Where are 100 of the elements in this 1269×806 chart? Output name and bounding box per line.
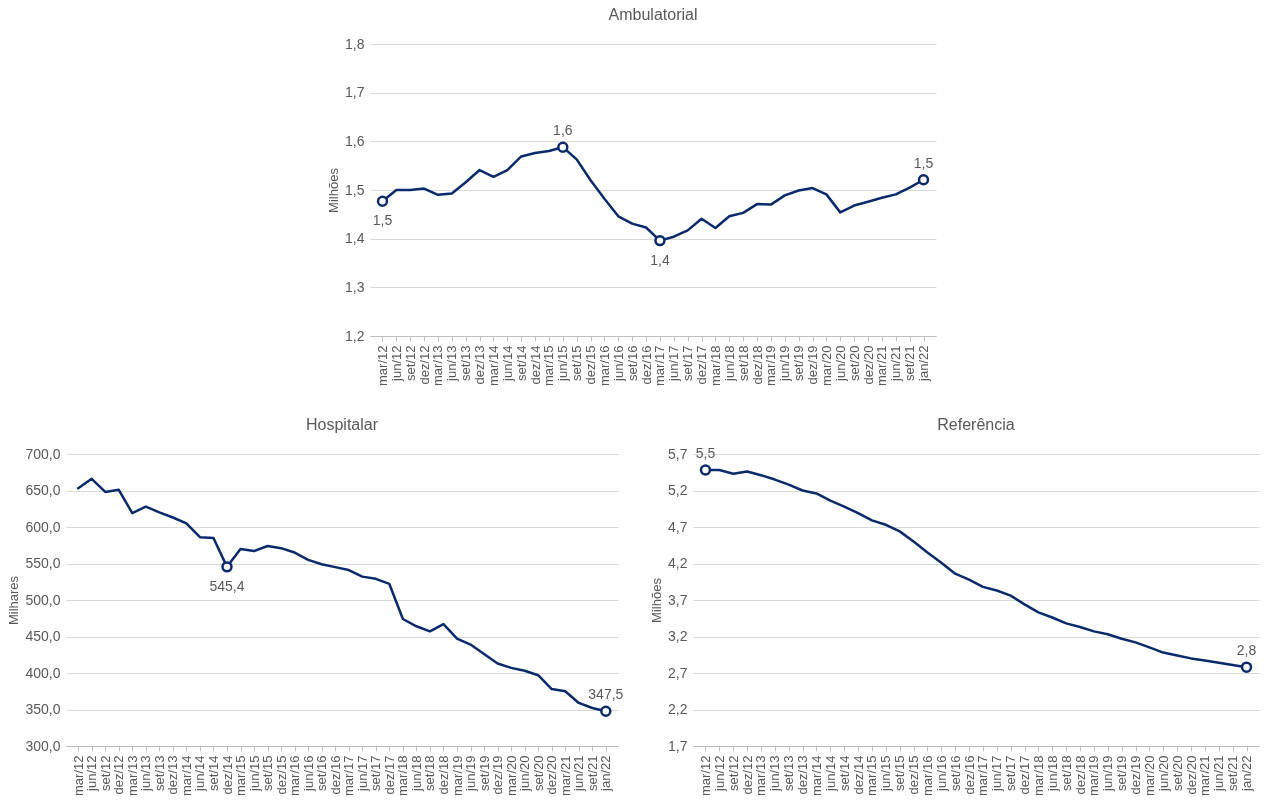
data-label: 1,5 [372, 212, 393, 229]
x-tick-label: jun/14 [192, 755, 208, 792]
x-tick-label: dez/16 [638, 345, 654, 385]
chart-title: Ambulatorial [608, 6, 698, 23]
x-tick-label: jun/15 [878, 755, 894, 792]
y-tick-label: 1,5 [345, 181, 365, 198]
x-tick-label: dez/14 [850, 755, 866, 795]
x-tick-label: dez/19 [1128, 755, 1144, 795]
y-tick-label: 450,0 [25, 628, 61, 644]
x-tick-label: jun/19 [1100, 755, 1116, 792]
x-tick-label: set/21 [902, 345, 918, 381]
x-tick-label: mar/20 [1141, 755, 1157, 796]
x-tick-label: jun/13 [138, 755, 154, 792]
x-tick-label: mar/13 [430, 345, 446, 386]
y-tick-label: 1,2 [345, 327, 365, 344]
x-tick-label: dez/15 [273, 755, 289, 795]
y-axis-title: Milhões [326, 167, 342, 213]
x-tick-label: dez/20 [544, 755, 560, 795]
y-tick-label: 3,2 [668, 628, 688, 644]
x-tick-label: jun/16 [933, 755, 949, 792]
point [917, 174, 930, 186]
x-tick-label: jun/18 [408, 755, 424, 792]
x-tick-label: dez/15 [583, 345, 599, 385]
x-tick-label: jun/13 [444, 345, 460, 382]
x-tick-label: jun/19 [463, 755, 479, 792]
x-tick-label: mar/18 [707, 345, 723, 386]
x-tick-label: jun/14 [822, 755, 838, 792]
y-tick-label: 5,7 [668, 445, 688, 462]
x-tick-label: jan/22 [1239, 755, 1255, 792]
y-tick-label: 1,3 [345, 278, 365, 295]
point [376, 195, 389, 207]
x-tick-label: jun/15 [555, 345, 571, 382]
y-tick-label: 4,2 [668, 555, 688, 571]
y-tick-label: 1,7 [345, 84, 365, 101]
x-tick-label: dez/12 [739, 755, 755, 795]
x-tick-label: jun/17 [666, 345, 682, 382]
x-tick-label: jun/13 [767, 755, 783, 792]
x-tick-label: mar/13 [753, 755, 769, 796]
x-tick-label: jun/20 [517, 755, 533, 792]
data-label: 1,4 [650, 251, 670, 268]
x-tick-label: mar/19 [1086, 755, 1102, 796]
y-tick-label: 1,4 [345, 230, 365, 247]
x-tick-label: dez/12 [111, 755, 127, 795]
x-tick-label: mar/12 [697, 755, 713, 796]
x-tick-label: mar/16 [596, 345, 612, 386]
y-tick-label: 4,7 [668, 518, 688, 535]
x-tick-label: dez/14 [219, 755, 235, 795]
y-tick-label: 700,0 [25, 445, 61, 462]
x-tick-label: set/16 [314, 755, 330, 791]
x-tick-label: mar/20 [503, 755, 519, 796]
x-tick-label: mar/18 [395, 755, 411, 796]
data-label: 5,5 [695, 445, 716, 462]
x-tick-label: dez/17 [381, 755, 397, 795]
x-tick-label: jun/14 [499, 345, 515, 382]
x-tick-label: dez/16 [327, 755, 343, 795]
x-tick-label: mar/14 [808, 755, 824, 796]
x-tick-label: dez/18 [749, 345, 765, 385]
x-tick-label: mar/21 [1197, 755, 1213, 796]
x-tick-label: dez/17 [1017, 755, 1033, 795]
y-axis-title: Milhares [6, 575, 22, 626]
x-tick-label: jun/12 [84, 755, 100, 792]
y-tick-label: 1,7 [668, 737, 688, 754]
x-tick-label: dez/19 [490, 755, 506, 795]
x-tick-label: mar/19 [763, 345, 779, 386]
x-tick-label: jun/12 [388, 345, 404, 382]
x-tick-label: mar/14 [485, 345, 501, 386]
x-tick-label: jun/18 [721, 345, 737, 382]
x-tick-label: jun/17 [989, 755, 1005, 792]
x-tick-label: mar/15 [864, 755, 880, 796]
y-axis-title: Milhões [649, 577, 665, 623]
x-tick-label: mar/18 [1030, 755, 1046, 796]
x-tick-label: mar/21 [557, 755, 573, 796]
x-tick-label: set/19 [791, 345, 807, 381]
point [654, 234, 666, 247]
y-tick-label: 5,2 [668, 482, 688, 498]
x-tick-label: set/21 [1225, 755, 1241, 791]
data-label: 347,5 [588, 686, 624, 703]
x-tick-label: dez/16 [961, 755, 977, 795]
x-tick-label: jun/21 [888, 345, 904, 382]
x-tick-label: dez/20 [860, 345, 876, 385]
x-tick-label: dez/17 [694, 345, 710, 385]
y-tick-label: 1,6 [345, 132, 365, 149]
x-tick-label: mar/15 [541, 345, 557, 386]
x-tick-label: set/15 [260, 755, 276, 791]
y-tick-label: 400,0 [25, 664, 61, 681]
x-tick-label: mar/16 [287, 755, 303, 796]
y-tick-label: 2,2 [668, 701, 688, 717]
x-tick-label: dez/12 [416, 345, 432, 385]
x-tick-label: mar/17 [341, 755, 357, 796]
x-tick-label: jun/16 [610, 345, 626, 382]
x-tick-label: jun/20 [832, 345, 848, 382]
x-tick-label: jun/18 [1044, 755, 1060, 792]
chart-title: Referência [937, 416, 1015, 433]
y-tick-label: 1,8 [345, 35, 365, 52]
x-tick-label: mar/12 [374, 345, 390, 386]
x-tick-label: mar/21 [874, 345, 890, 386]
x-tick-label: set/17 [1003, 755, 1019, 791]
data-label: 2,8 [1236, 642, 1257, 659]
x-tick-label: jun/12 [711, 755, 727, 792]
x-tick-label: dez/19 [805, 345, 821, 385]
